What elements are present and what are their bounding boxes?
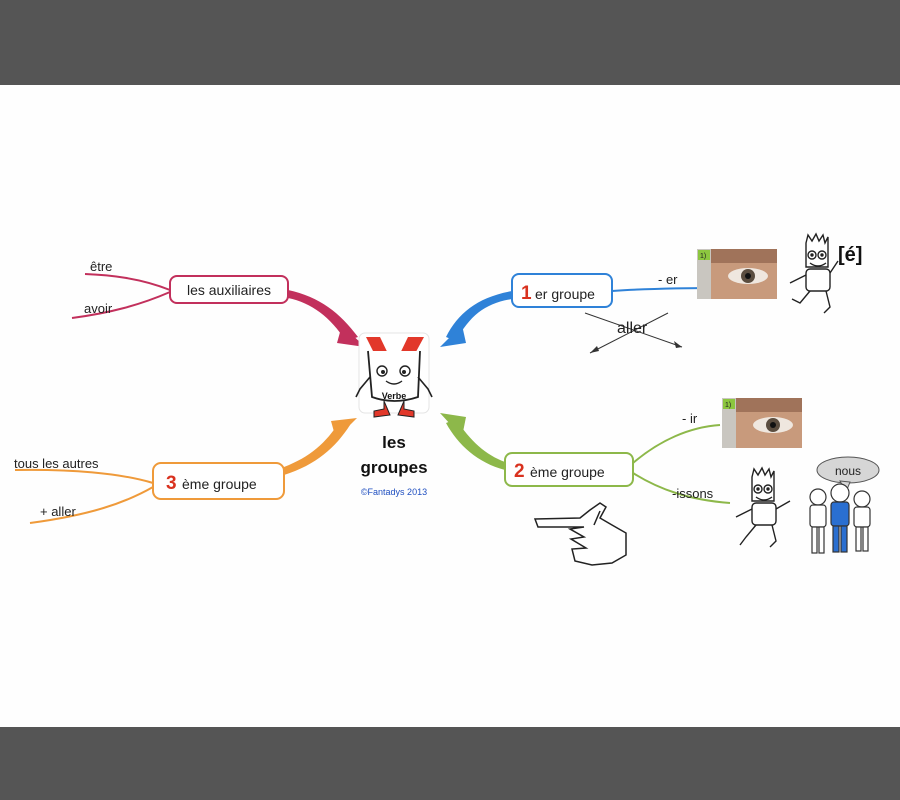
node-premier-groupe[interactable] bbox=[511, 273, 613, 308]
leaf-line-ir bbox=[632, 424, 721, 464]
center-node: Verbe les groupes ©Fantadys 2013 bbox=[355, 332, 433, 497]
branch-deuxieme-groupe: - ir -issons 2 ème groupe 1) bbox=[440, 398, 880, 566]
bart-character-icon bbox=[789, 232, 839, 314]
verb-mascot-icon: Verbe bbox=[355, 332, 433, 418]
cross-line-2 bbox=[589, 312, 669, 354]
cross-arrow-1 bbox=[674, 341, 682, 348]
pointing-hand-icon bbox=[533, 502, 627, 566]
cross-arrow-2 bbox=[590, 346, 599, 353]
svg-text:1): 1) bbox=[725, 402, 731, 409]
kids-group-icon bbox=[809, 483, 871, 554]
crossed-aller: aller bbox=[584, 312, 683, 354]
leaf-er: - er bbox=[658, 272, 678, 287]
cross-line-1 bbox=[584, 312, 683, 348]
branch-troisieme-groupe: tous les autres + aller 3 ème groupe bbox=[14, 418, 357, 524]
node-auxiliaires[interactable] bbox=[169, 275, 289, 304]
svg-text:1): 1) bbox=[700, 253, 706, 260]
node-troisieme-number: 3 bbox=[166, 473, 177, 494]
node-premier-label: er groupe bbox=[535, 286, 595, 302]
leaf-ir: - ir bbox=[682, 411, 698, 426]
eye-photo-icon: 1) bbox=[697, 249, 777, 299]
branch-auxiliaires: être avoir les auxiliaires bbox=[71, 259, 365, 347]
leaf-plus-aller: + aller bbox=[40, 504, 76, 519]
center-title-line1: les bbox=[382, 433, 406, 452]
auxiliaires-arrowhead bbox=[337, 325, 365, 347]
leaf-line-issons bbox=[632, 472, 731, 504]
auxiliaires-connector bbox=[288, 290, 358, 341]
troisieme-arrowhead bbox=[331, 418, 357, 439]
bart-character-icon bbox=[735, 466, 791, 548]
bottom-bar bbox=[0, 727, 900, 800]
mind-map: être avoir les auxiliaires - er 1 er gro… bbox=[14, 232, 880, 566]
mascot-word: Verbe bbox=[382, 391, 407, 401]
branch-premier-groupe: - er 1 er groupe aller 1) bbox=[440, 232, 862, 354]
leaf-line-etre bbox=[84, 273, 171, 291]
node-deuxieme-label: ème groupe bbox=[530, 464, 605, 480]
premier-arrowhead bbox=[440, 325, 466, 347]
speech-bubble-nous: nous bbox=[816, 456, 880, 494]
node-troisieme-groupe[interactable] bbox=[152, 462, 285, 500]
center-credit: ©Fantadys 2013 bbox=[361, 487, 427, 497]
leaf-line-avoir bbox=[71, 291, 171, 319]
deuxieme-arrowhead bbox=[440, 413, 466, 437]
sound-e: [é] bbox=[838, 244, 862, 266]
leaf-line-tous bbox=[14, 468, 154, 484]
troisieme-connector bbox=[284, 421, 350, 475]
leaf-issons: -issons bbox=[672, 486, 714, 501]
center-title-line2: groupes bbox=[360, 458, 427, 477]
node-troisieme-label: ème groupe bbox=[182, 476, 257, 492]
node-deuxieme-groupe[interactable] bbox=[504, 452, 634, 487]
leaf-line-aller bbox=[29, 486, 154, 524]
mind-map-page: être avoir les auxiliaires - er 1 er gro… bbox=[0, 85, 900, 727]
node-deuxieme-number: 2 bbox=[514, 461, 525, 482]
crossed-aller-text: aller bbox=[617, 320, 648, 337]
eye-photo-icon: 1) bbox=[722, 398, 802, 448]
leaf-tous-les-autres: tous les autres bbox=[14, 456, 99, 471]
leaf-etre: être bbox=[90, 259, 112, 274]
node-premier-number: 1 bbox=[521, 283, 532, 304]
leaf-avoir: avoir bbox=[84, 301, 113, 316]
node-auxiliaires-label: les auxiliaires bbox=[187, 282, 271, 298]
bubble-nous-text: nous bbox=[835, 464, 861, 478]
